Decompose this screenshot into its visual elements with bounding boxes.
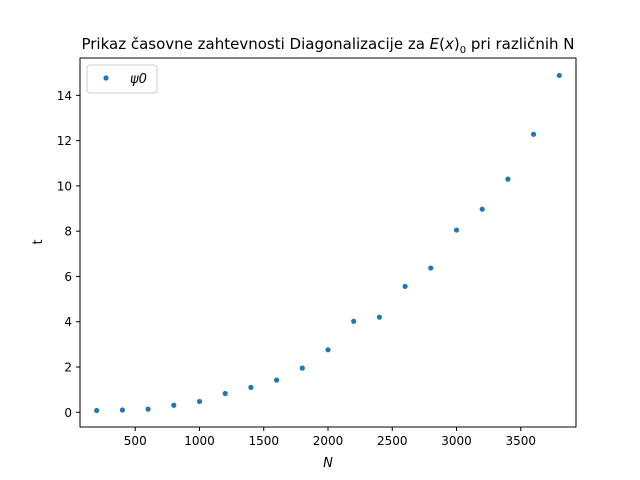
- legend-label: ψ0: [130, 72, 147, 87]
- data-point: [376, 314, 382, 320]
- legend-box: [86, 64, 158, 94]
- chart-title: Prikaz časovne zahtevnosti Diagonalizaci…: [81, 35, 574, 56]
- x-tick-label: 500: [124, 434, 147, 448]
- data-point: [505, 176, 511, 182]
- data-point: [274, 377, 280, 383]
- y-axis-ticks: 0 2 4 6 8 10 12 14: [57, 89, 80, 420]
- data-point: [222, 390, 228, 397]
- data-point: [196, 398, 203, 405]
- chart-title-part-2: E: [430, 35, 440, 53]
- data-point: [556, 72, 562, 79]
- data-point: [453, 227, 460, 233]
- plot-area: [80, 58, 576, 427]
- y-axis-label: t: [31, 239, 46, 244]
- y-tick-label: 2: [64, 361, 72, 375]
- data-point: [530, 131, 537, 137]
- data-point: [145, 406, 151, 412]
- data-point: [94, 407, 100, 414]
- data-point: [351, 318, 357, 324]
- y-tick-label: 0: [64, 406, 72, 420]
- plot-frame: [79, 57, 577, 428]
- x-tick-label: 2500: [377, 434, 408, 448]
- data-point: [248, 384, 254, 390]
- series-psi0-points: [94, 72, 562, 414]
- y-tick-label: 8: [64, 225, 72, 239]
- x-axis-ticks: 500 1000 1500 2000 2500 3000 3500: [124, 427, 536, 448]
- x-tick-label: 2000: [313, 434, 344, 448]
- legend-marker: [103, 75, 109, 81]
- y-tick-label: 4: [64, 315, 72, 329]
- legend: ψ0: [86, 64, 158, 94]
- chart-title-part-1: Prikaz časovne zahtevnosti Diagonalizaci…: [81, 35, 429, 53]
- chart-title-part-4: x: [444, 35, 454, 53]
- chart-title-part-7: pri različnih N: [466, 35, 574, 53]
- x-tick-label: 1500: [248, 434, 279, 448]
- data-point: [171, 402, 177, 408]
- x-tick-label: 3500: [505, 434, 536, 448]
- data-point: [299, 365, 305, 371]
- y-tick-label: 6: [64, 270, 72, 284]
- chart-title-part-3: (: [439, 35, 445, 53]
- data-point: [119, 407, 126, 413]
- x-axis-label: N: [323, 456, 333, 471]
- y-tick-label: 12: [57, 134, 72, 148]
- data-point: [325, 347, 331, 353]
- x-tick-label: 1000: [184, 434, 215, 448]
- data-point: [479, 206, 485, 212]
- data-point: [428, 265, 434, 271]
- chart-title-part-6: 0: [460, 45, 466, 56]
- chart-title-part-5: ): [454, 35, 460, 53]
- x-tick-label: 3000: [441, 434, 472, 448]
- y-tick-label: 14: [57, 89, 72, 103]
- y-tick-label: 10: [57, 179, 72, 193]
- data-point: [402, 283, 408, 290]
